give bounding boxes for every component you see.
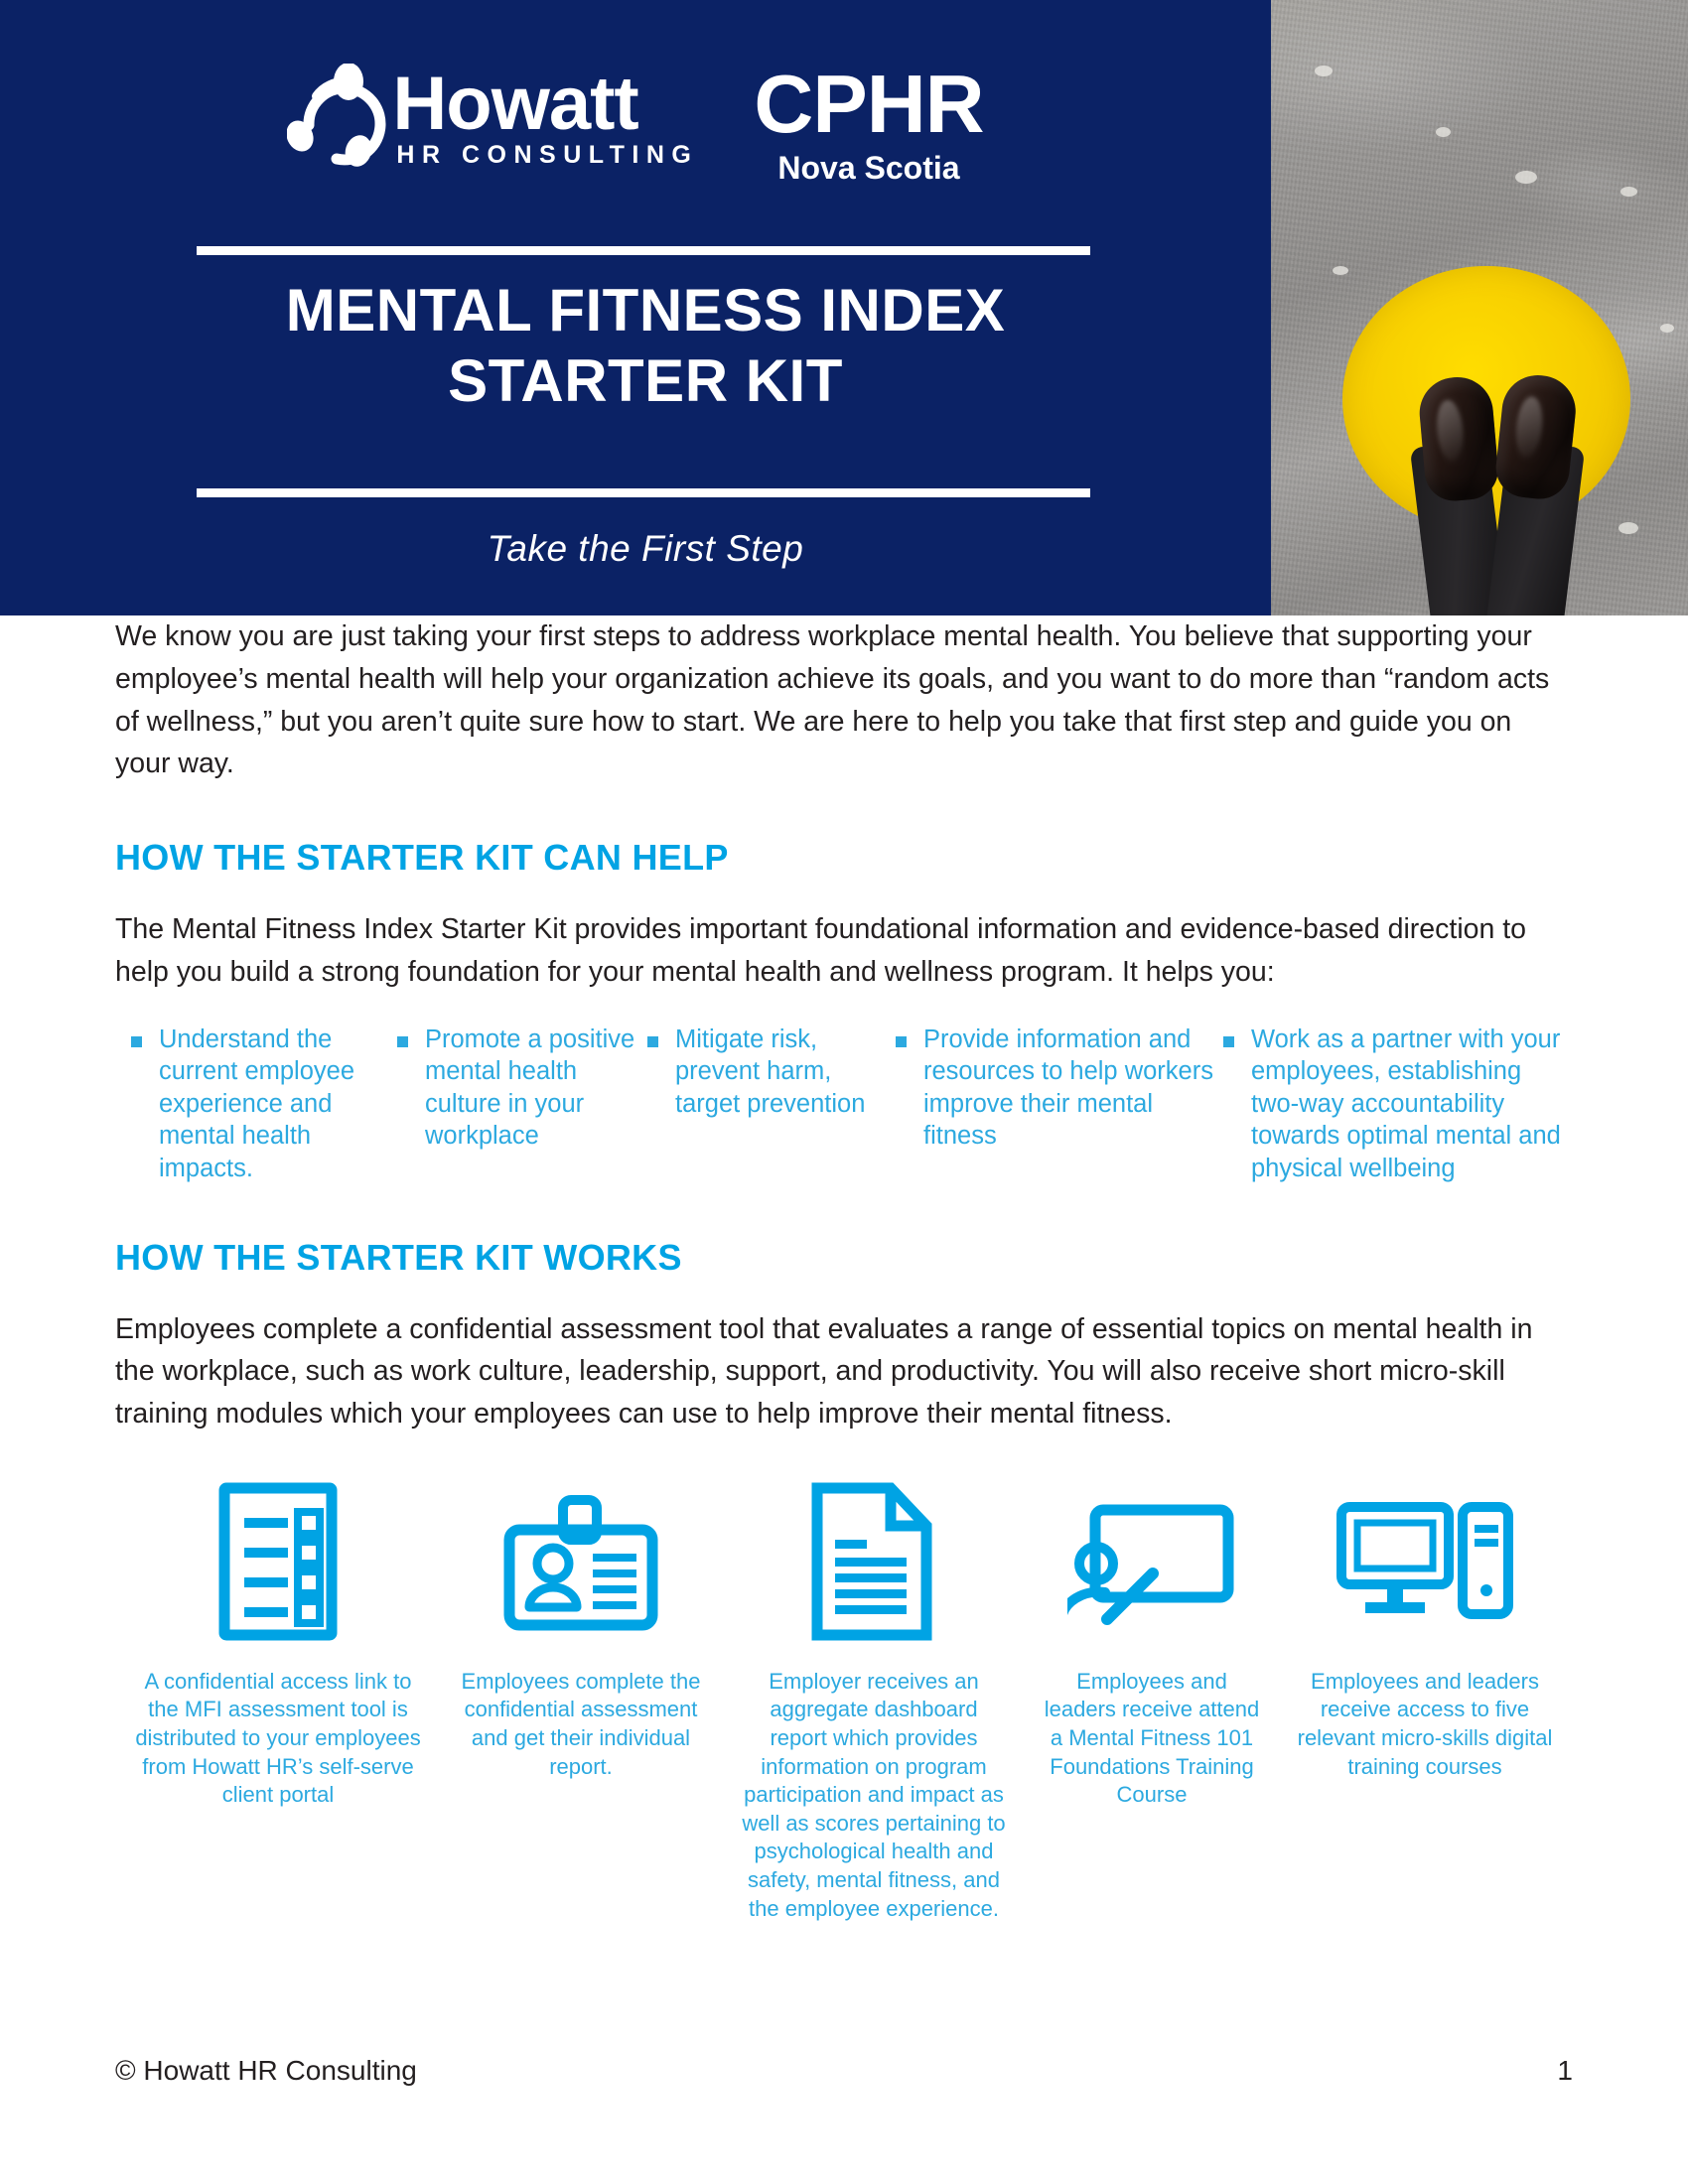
square-bullet-icon xyxy=(131,1035,142,1047)
square-bullet-icon xyxy=(896,1035,907,1047)
howatt-name: Howatt xyxy=(392,62,638,146)
bullet-item: Understand the current employee experien… xyxy=(131,1024,397,1185)
bullet-label: Work as a partner with your employees, e… xyxy=(1251,1024,1561,1183)
square-bullet-icon xyxy=(647,1035,658,1047)
bullet-label: Promote a positive mental health culture… xyxy=(425,1024,635,1151)
benefits-bullet-grid: Understand the current employee experien… xyxy=(115,1024,1573,1185)
desktop-computer-icon xyxy=(1336,1477,1514,1646)
section-works-intro: Employees complete a confidential assess… xyxy=(115,1312,1533,1431)
step-caption: A confidential access link to the MFI as… xyxy=(135,1668,421,1808)
process-step: A confidential access link to the MFI as… xyxy=(119,1477,437,1923)
step-caption: Employees and leaders receive access to … xyxy=(1297,1668,1553,1779)
report-document-icon xyxy=(809,1477,938,1646)
boot-left xyxy=(1416,374,1501,503)
howatt-wordmark: Howatt HR CONSULTING xyxy=(392,62,699,170)
section-help-intro: The Mental Fitness Index Starter Kit pro… xyxy=(115,913,1527,988)
step-caption: Employees and leaders receive attend a M… xyxy=(1044,1668,1260,1808)
header-photo xyxy=(1271,0,1688,615)
cphr-name: CPHR xyxy=(754,58,984,150)
title-rule-top xyxy=(197,246,1090,255)
checklist-document-icon xyxy=(218,1477,338,1646)
bullet-item: Work as a partner with your employees, e… xyxy=(1223,1024,1561,1185)
step-caption: Employer receives an aggregate dashboard… xyxy=(742,1668,1006,1921)
bullet-label: Provide information and resources to hel… xyxy=(923,1024,1213,1151)
page-title-line-2: STARTER KIT xyxy=(448,346,843,414)
intro-paragraph: We know you are just taking your first s… xyxy=(115,620,1550,780)
square-bullet-icon xyxy=(397,1035,408,1047)
bullet-item: Mitigate risk, prevent harm, target prev… xyxy=(647,1024,896,1185)
id-badge-icon xyxy=(501,1477,660,1646)
three-people-circle-logo-icon xyxy=(286,63,396,171)
howatt-subtitle: HR CONSULTING xyxy=(396,140,699,169)
footer-copyright: © Howatt HR Consulting xyxy=(115,2055,417,2086)
header-left-panel: Howatt HR CONSULTING CPHR Nova Scotia ME… xyxy=(0,0,1271,615)
bullet-label: Understand the current employee experien… xyxy=(159,1024,355,1183)
presenter-whiteboard-icon xyxy=(1067,1477,1236,1646)
step-caption: Employees complete the confidential asse… xyxy=(461,1668,701,1779)
logo-row: Howatt HR CONSULTING CPHR Nova Scotia xyxy=(0,58,1271,216)
process-step: Employees complete the confidential asse… xyxy=(437,1477,725,1923)
page-content: We know you are just taking your first s… xyxy=(0,615,1688,1923)
page-footer: © Howatt HR Consulting 1 xyxy=(0,2055,1688,2087)
bullet-item: Provide information and resources to hel… xyxy=(896,1024,1223,1185)
bullet-item: Promote a positive mental health culture… xyxy=(397,1024,647,1185)
page-tagline: Take the First Step xyxy=(487,528,804,569)
process-step: Employees and leaders receive attend a M… xyxy=(1023,1477,1281,1923)
section-heading-how-it-works: HOW THE STARTER KIT WORKS xyxy=(115,1236,682,1278)
title-rule-bottom xyxy=(197,488,1090,497)
page-title: MENTAL FITNESS INDEX STARTER KIT xyxy=(139,276,1152,417)
square-bullet-icon xyxy=(1223,1035,1234,1047)
process-step: Employer receives an aggregate dashboard… xyxy=(725,1477,1023,1923)
section-heading-how-it-can-help: HOW THE STARTER KIT CAN HELP xyxy=(115,837,729,878)
cphr-subtitle: Nova Scotia xyxy=(777,149,960,186)
process-step: Employees and leaders receive access to … xyxy=(1281,1477,1569,1923)
header-banner: Howatt HR CONSULTING CPHR Nova Scotia ME… xyxy=(0,0,1688,615)
howatt-logo: Howatt HR CONSULTING xyxy=(286,62,699,171)
cphr-logo: CPHR Nova Scotia xyxy=(754,58,984,187)
footer-page-number: 1 xyxy=(1557,2055,1573,2086)
bullet-label: Mitigate risk, prevent harm, target prev… xyxy=(675,1024,866,1118)
process-steps-row: A confidential access link to the MFI as… xyxy=(115,1477,1573,1923)
page-title-line-1: MENTAL FITNESS INDEX xyxy=(285,277,1006,343)
